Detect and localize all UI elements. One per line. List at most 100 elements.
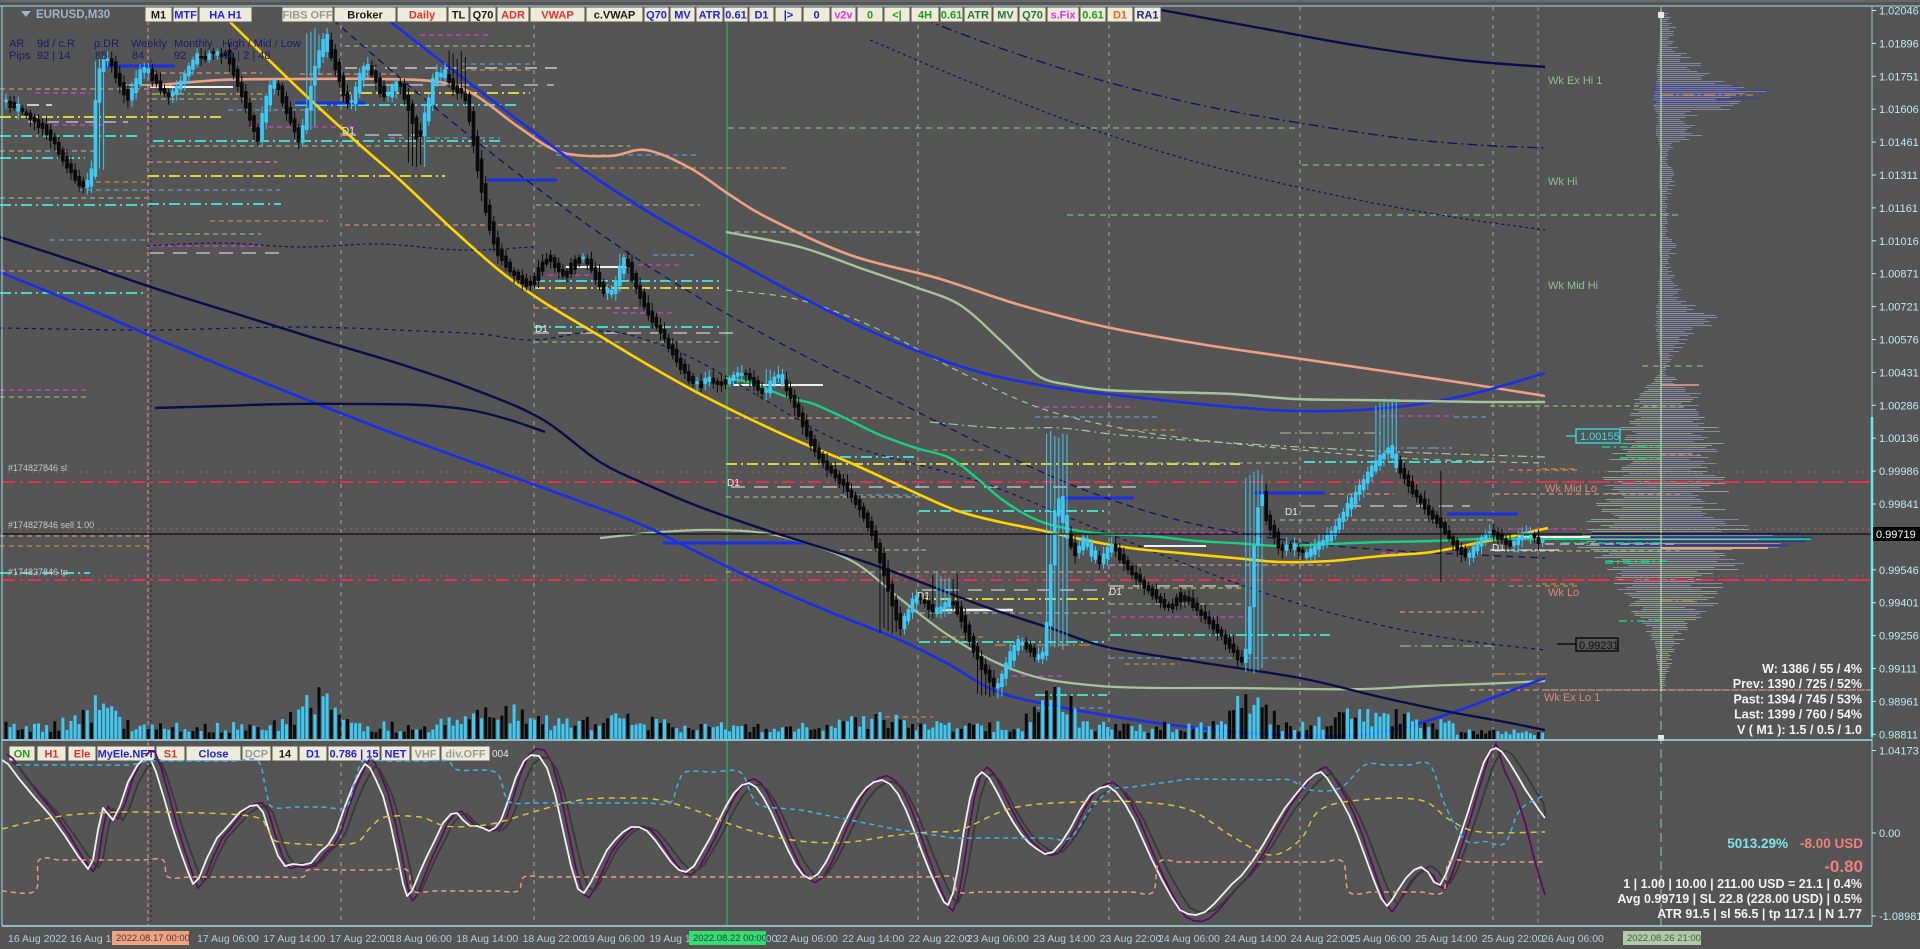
svg-text:0.61: 0.61 [725, 10, 746, 22]
svg-text:1.00871: 1.00871 [1879, 269, 1919, 281]
svg-text:VWAP: VWAP [541, 10, 573, 22]
svg-text:0.98811: 0.98811 [1879, 729, 1918, 741]
svg-text:44 | 2 | 48: 44 | 2 | 48 [222, 50, 271, 62]
svg-text:26 Aug 06:00: 26 Aug 06:00 [1542, 933, 1604, 945]
svg-text:1.00136: 1.00136 [1879, 433, 1919, 445]
svg-text:<|: <| [892, 10, 902, 22]
svg-text:23 Aug 06:00: 23 Aug 06:00 [967, 933, 1029, 945]
svg-text:1.00286: 1.00286 [1879, 400, 1919, 412]
svg-text:84: 84 [132, 50, 144, 62]
svg-text:v2v: v2v [834, 10, 853, 22]
svg-text:18 Aug 22:00: 18 Aug 22:00 [523, 933, 585, 945]
svg-text:1.01161: 1.01161 [1879, 203, 1918, 215]
svg-text:Wk Mid Hi: Wk Mid Hi [1548, 280, 1598, 292]
svg-text:-8.00 USD: -8.00 USD [1800, 836, 1863, 851]
svg-text:1.02046: 1.02046 [1879, 6, 1919, 18]
svg-text:0.61: 0.61 [941, 10, 962, 22]
svg-text:1.01461: 1.01461 [1879, 137, 1919, 149]
svg-text:MTF: MTF [174, 10, 197, 22]
svg-text:0.61: 0.61 [1082, 10, 1103, 22]
svg-text:22 Aug 14:00: 22 Aug 14:00 [842, 933, 904, 945]
svg-text:p.DR: p.DR [94, 38, 119, 50]
svg-text:RA1: RA1 [1136, 10, 1158, 22]
svg-text:92 | 14: 92 | 14 [37, 50, 70, 62]
svg-text:#174827846 sl: #174827846 sl [8, 463, 67, 473]
svg-text:Avg 0.99719 | SL 22.8 (228.0: Avg 0.99719 | SL 22.8 (228.00 USD) | 0.5… [1617, 892, 1862, 906]
svg-text:div.OFF: div.OFF [445, 749, 485, 761]
svg-text:ATR 91.5 | sl 56.5 | tp 117: ATR 91.5 | sl 56.5 | tp 117.1 | N 1.77 [1657, 907, 1862, 921]
svg-text:ATR: ATR [967, 10, 989, 22]
svg-text:0: 0 [867, 10, 873, 22]
svg-text:s.Fix: s.Fix [1050, 10, 1076, 22]
svg-text:0.99231: 0.99231 [1579, 640, 1619, 652]
svg-text:17 Aug 06:00: 17 Aug 06:00 [197, 933, 259, 945]
svg-text:92: 92 [174, 50, 186, 62]
svg-text:V ( M1 ): 1.5 / 0.5 / 1.0: V ( M1 ): 1.5 / 0.5 / 1.0 [1737, 723, 1862, 737]
svg-text:Prev: 1390 / 725 / 52%: Prev: 1390 / 725 / 52% [1733, 677, 1862, 691]
svg-text:ATR: ATR [699, 10, 721, 22]
svg-text:85: 85 [95, 50, 107, 62]
svg-text:0.00: 0.00 [1879, 828, 1900, 840]
svg-text:1.00155: 1.00155 [1580, 431, 1620, 443]
svg-text:-0.80: -0.80 [1824, 857, 1863, 876]
svg-text:D1: D1 [1285, 507, 1298, 518]
svg-text:MV: MV [674, 10, 691, 22]
svg-text:DCP: DCP [245, 749, 268, 761]
svg-text:14: 14 [279, 749, 292, 761]
svg-text:EURUSD,M30: EURUSD,M30 [36, 9, 110, 21]
svg-text:0.786 | 15: 0.786 | 15 [330, 749, 379, 761]
svg-text:0.99986: 0.99986 [1879, 466, 1919, 478]
svg-text:D1: D1 [535, 324, 548, 335]
svg-text:1.00576: 1.00576 [1879, 335, 1919, 347]
svg-text:Broker: Broker [347, 10, 383, 22]
svg-text:1 | 1.00 | 10.00 | 211.0: 1 | 1.00 | 10.00 | 211.00 USD = 21.1 | 0… [1623, 877, 1862, 891]
svg-text:Past: 1394 / 745 / 53%: Past: 1394 / 745 / 53% [1733, 692, 1862, 706]
svg-text:#174827846 sell 1.00: #174827846 sell 1.00 [8, 520, 94, 530]
svg-text:0: 0 [813, 10, 819, 22]
svg-text:c.VWAP: c.VWAP [594, 10, 636, 22]
svg-text:Wk Hi: Wk Hi [1548, 176, 1577, 188]
svg-text:High / Mid / Low: High / Mid / Low [222, 38, 301, 50]
svg-text:ON: ON [14, 749, 31, 761]
svg-text:#174827846 tp: #174827846 tp [8, 567, 68, 577]
svg-text:D1: D1 [727, 478, 740, 489]
svg-text:004: 004 [492, 749, 509, 760]
svg-text:1.01751: 1.01751 [1879, 71, 1919, 83]
svg-text:1.01311: 1.01311 [1879, 170, 1918, 182]
svg-text:Daily: Daily [409, 10, 436, 22]
svg-text:D1: D1 [306, 749, 320, 761]
svg-text:17 Aug 14:00: 17 Aug 14:00 [263, 933, 325, 945]
svg-text:MV: MV [997, 10, 1014, 22]
svg-text:Close: Close [199, 749, 229, 761]
svg-text:2022.08.22 00:00: 2022.08.22 00:00 [693, 933, 767, 944]
svg-text:Q70: Q70 [1022, 10, 1043, 22]
svg-text:D1: D1 [1109, 587, 1122, 598]
svg-text:24 Aug 22:00: 24 Aug 22:00 [1291, 933, 1353, 945]
svg-text:D1: D1 [754, 10, 768, 22]
svg-text:18 Aug 06:00: 18 Aug 06:00 [390, 933, 452, 945]
svg-text:22 Aug 22:00: 22 Aug 22:00 [909, 933, 971, 945]
svg-text:24 Aug 14:00: 24 Aug 14:00 [1224, 933, 1286, 945]
svg-text:23 Aug 22:00: 23 Aug 22:00 [1100, 933, 1162, 945]
svg-text:MyEle.NET: MyEle.NET [98, 749, 155, 761]
svg-text:25 Aug 06:00: 25 Aug 06:00 [1349, 933, 1411, 945]
svg-text:0.99546: 0.99546 [1879, 565, 1919, 577]
svg-text:2022.08.26 21:00: 2022.08.26 21:00 [1627, 933, 1701, 944]
svg-text:17 Aug 22:00: 17 Aug 22:00 [330, 933, 392, 945]
svg-text:Monthly: Monthly [174, 38, 213, 50]
svg-text:D1: D1 [342, 126, 355, 137]
svg-text:Q70: Q70 [473, 10, 494, 22]
svg-text:TL: TL [452, 10, 466, 22]
svg-text:D1: D1 [917, 591, 930, 602]
svg-text:9d / c.R: 9d / c.R [37, 38, 75, 50]
svg-text:S1: S1 [164, 749, 177, 761]
svg-text:W: 1386 / 55 / 4%: W: 1386 / 55 / 4% [1762, 662, 1862, 676]
svg-text:16 Aug 2022: 16 Aug 2022 [8, 933, 67, 945]
svg-text:AR: AR [9, 38, 24, 50]
svg-text:Wk Ex Hi 1: Wk Ex Hi 1 [1548, 75, 1602, 87]
svg-text:H1: H1 [44, 749, 58, 761]
svg-text:0.99401: 0.99401 [1879, 598, 1919, 610]
svg-text:1.01606: 1.01606 [1879, 104, 1919, 116]
svg-text:D1: D1 [1113, 10, 1127, 22]
svg-text:D1: D1 [1492, 543, 1505, 554]
